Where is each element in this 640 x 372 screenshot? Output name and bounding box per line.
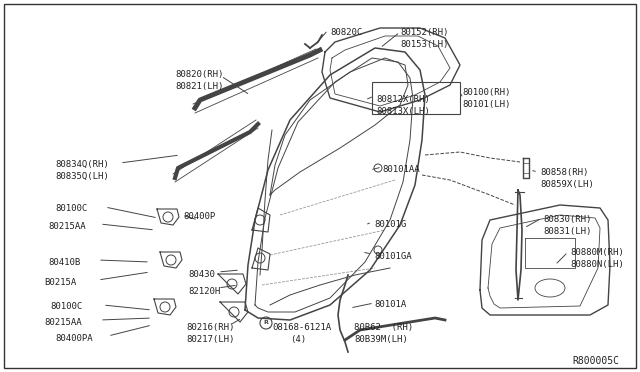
Text: 80B62  (RH): 80B62 (RH)	[354, 323, 413, 332]
Text: 80101GA: 80101GA	[374, 252, 412, 261]
Text: 80400P: 80400P	[183, 212, 215, 221]
Text: 80820C: 80820C	[330, 28, 362, 37]
Text: 80410B: 80410B	[48, 258, 80, 267]
Text: 80B39M(LH): 80B39M(LH)	[354, 335, 408, 344]
Text: 80830(RH): 80830(RH)	[543, 215, 591, 224]
Text: B0215A: B0215A	[44, 278, 76, 287]
Text: (4): (4)	[290, 335, 306, 344]
Text: 80834Q(RH): 80834Q(RH)	[55, 160, 109, 169]
Text: 80217(LH): 80217(LH)	[186, 335, 234, 344]
Text: 80880N(LH): 80880N(LH)	[570, 260, 624, 269]
Text: 80100C: 80100C	[55, 204, 87, 213]
Text: R800005C: R800005C	[572, 356, 619, 366]
Text: 80821(LH): 80821(LH)	[175, 82, 223, 91]
Text: 80152(RH): 80152(RH)	[400, 28, 449, 37]
Text: 80858(RH): 80858(RH)	[540, 168, 588, 177]
Text: 80101A: 80101A	[374, 300, 406, 309]
Text: 80101AA: 80101AA	[382, 165, 420, 174]
Text: 80101G: 80101G	[374, 220, 406, 229]
Bar	[372, 82, 460, 114]
Text: 80215AA: 80215AA	[48, 222, 86, 231]
Text: 80400PA: 80400PA	[55, 334, 93, 343]
Text: 80859X(LH): 80859X(LH)	[540, 180, 594, 189]
Text: 80813X(LH): 80813X(LH)	[376, 107, 429, 116]
Text: 80101(LH): 80101(LH)	[462, 100, 510, 109]
Text: 08168-6121A: 08168-6121A	[272, 323, 331, 332]
Text: 80812X(RH): 80812X(RH)	[376, 95, 429, 104]
Text: 80215AA: 80215AA	[44, 318, 82, 327]
Text: 80831(LH): 80831(LH)	[543, 227, 591, 236]
Text: 80100(RH): 80100(RH)	[462, 88, 510, 97]
Text: 82120H: 82120H	[188, 287, 220, 296]
Text: 80820(RH): 80820(RH)	[175, 70, 223, 79]
Text: 80100C: 80100C	[50, 302, 83, 311]
Text: R: R	[264, 321, 268, 326]
Text: 80880M(RH): 80880M(RH)	[570, 248, 624, 257]
Text: 80835Q(LH): 80835Q(LH)	[55, 172, 109, 181]
Text: 80430: 80430	[188, 270, 215, 279]
Text: 80216(RH): 80216(RH)	[186, 323, 234, 332]
Text: 80153(LH): 80153(LH)	[400, 40, 449, 49]
